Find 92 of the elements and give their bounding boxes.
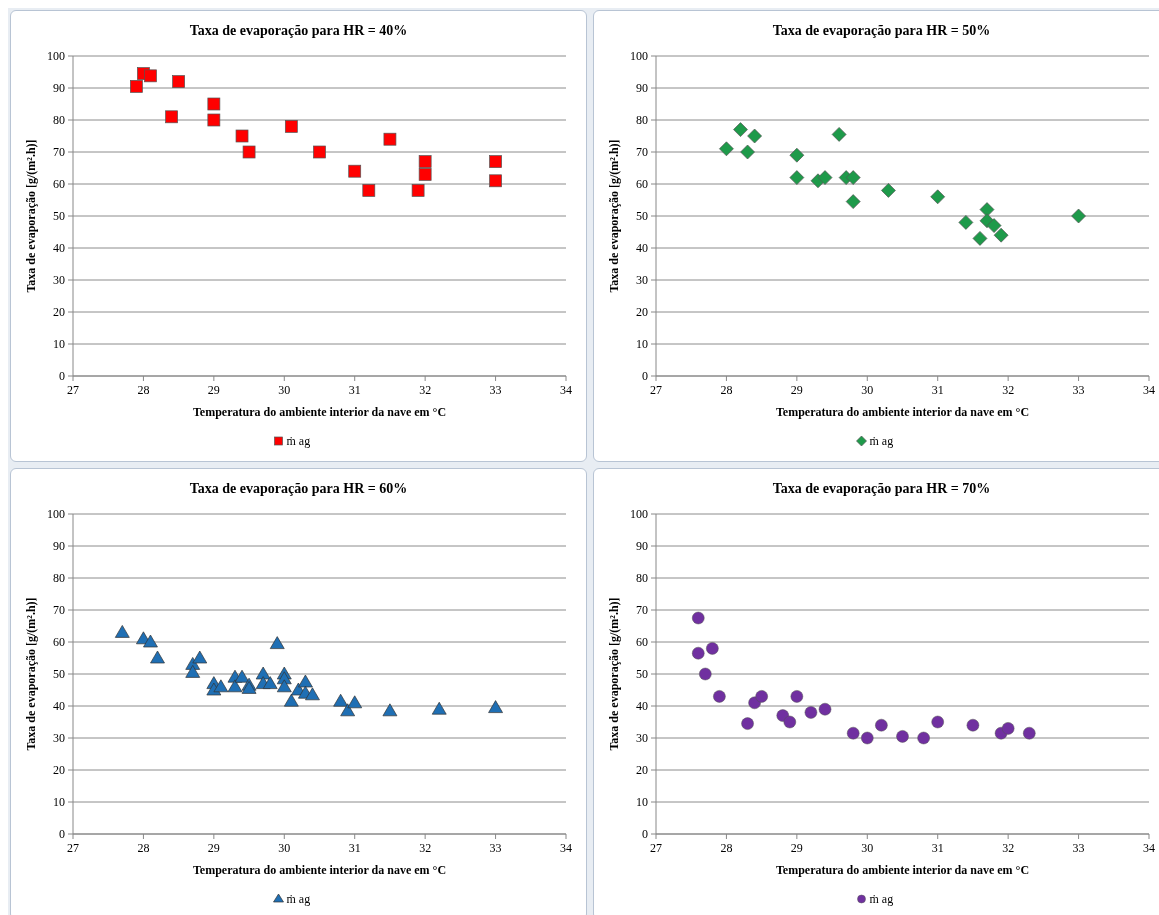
y-tick-label: 60: [636, 177, 648, 192]
y-tick-label: 40: [53, 699, 65, 714]
y-tick-label: 70: [636, 603, 648, 618]
x-tick-label: 28: [720, 841, 733, 855]
x-tick-label: 29: [207, 841, 220, 855]
y-tick-label: 90: [636, 539, 648, 554]
y-tick-label: 0: [642, 827, 648, 842]
y-tick-label: 60: [53, 177, 65, 192]
x-tick-label: 27: [650, 383, 662, 397]
chart-title: Taxa de evaporação para HR = 50%: [772, 23, 991, 38]
legend-label: ṁ ag: [869, 434, 894, 449]
x-tick-label: 34: [560, 383, 572, 397]
x-tick-label: 34: [1143, 383, 1155, 397]
x-tick-label: 27: [650, 841, 662, 855]
y-tick-label: 30: [53, 731, 65, 746]
y-tick-label: 10: [53, 337, 65, 352]
y-tick-label: 20: [53, 305, 65, 320]
legend-label: ṁ ag: [286, 892, 311, 907]
y-tick-label: 30: [636, 731, 648, 746]
y-tick-label: 100: [630, 49, 648, 64]
y-axis-title: Taxa de evaporação [g/(m².h)]: [607, 597, 621, 751]
y-tick-label: 100: [47, 507, 65, 522]
x-tick-label: 28: [720, 383, 733, 397]
x-axis-title: Temperatura do ambiente interior da nave em °C: [775, 405, 1030, 419]
x-tick-label: 31: [348, 841, 361, 855]
x-tick-label: 33: [489, 383, 502, 397]
x-tick-label: 30: [861, 841, 874, 855]
x-tick-label: 34: [560, 841, 572, 855]
y-axis-title: Taxa de evaporação [g/(m².h)]: [607, 139, 621, 293]
chart-title: Taxa de evaporação para HR = 70%: [772, 481, 991, 496]
x-tick-label: 29: [790, 383, 803, 397]
y-tick-label: 80: [636, 571, 648, 586]
y-tick-label: 80: [53, 571, 65, 586]
x-tick-label: 34: [1143, 841, 1155, 855]
y-tick-label: 70: [53, 145, 65, 160]
x-tick-label: 31: [348, 383, 361, 397]
y-tick-label: 50: [636, 209, 648, 224]
x-tick-label: 32: [419, 383, 432, 397]
y-tick-label: 60: [53, 635, 65, 650]
x-tick-label: 30: [861, 383, 874, 397]
y-tick-label: 80: [636, 113, 648, 128]
y-tick-label: 30: [636, 273, 648, 288]
x-tick-label: 29: [790, 841, 803, 855]
y-tick-label: 50: [53, 209, 65, 224]
y-axis-title: Taxa de evaporação [g/(m².h)]: [24, 597, 38, 751]
y-tick-label: 50: [53, 667, 65, 682]
y-tick-label: 80: [53, 113, 65, 128]
x-axis-title: Temperatura do ambiente interior da nave em °C: [775, 863, 1030, 877]
legend-label: ṁ ag: [869, 892, 894, 907]
x-tick-label: 32: [1002, 383, 1015, 397]
y-tick-label: 30: [53, 273, 65, 288]
x-tick-label: 33: [489, 841, 502, 855]
x-tick-label: 27: [67, 841, 79, 855]
x-tick-label: 32: [419, 841, 432, 855]
y-tick-label: 90: [53, 81, 65, 96]
y-tick-label: 90: [53, 539, 65, 554]
y-tick-label: 10: [636, 795, 648, 810]
y-tick-label: 50: [636, 667, 648, 682]
y-tick-label: 40: [53, 241, 65, 256]
y-tick-label: 90: [636, 81, 648, 96]
x-tick-label: 28: [137, 383, 150, 397]
y-tick-label: 100: [47, 49, 65, 64]
x-tick-label: 30: [278, 383, 291, 397]
y-tick-label: 0: [59, 369, 65, 384]
x-axis-title: Temperatura do ambiente interior da nave em °C: [192, 405, 447, 419]
y-tick-label: 10: [53, 795, 65, 810]
x-tick-label: 33: [1072, 383, 1085, 397]
chart-title: Taxa de evaporação para HR = 60%: [189, 481, 408, 496]
y-tick-label: 40: [636, 241, 648, 256]
x-tick-label: 29: [207, 383, 220, 397]
x-tick-label: 33: [1072, 841, 1085, 855]
y-axis-title: Taxa de evaporação [g/(m².h)]: [24, 139, 38, 293]
x-axis-title: Temperatura do ambiente interior da nave em °C: [192, 863, 447, 877]
y-tick-label: 60: [636, 635, 648, 650]
y-tick-label: 0: [59, 827, 65, 842]
x-tick-label: 30: [278, 841, 291, 855]
legend-label: ṁ ag: [286, 434, 311, 449]
y-tick-label: 70: [53, 603, 65, 618]
x-tick-label: 31: [931, 841, 944, 855]
y-tick-label: 20: [53, 763, 65, 778]
y-tick-label: 40: [636, 699, 648, 714]
y-tick-label: 100: [630, 507, 648, 522]
x-tick-label: 31: [931, 383, 944, 397]
y-tick-label: 20: [636, 305, 648, 320]
y-tick-label: 70: [636, 145, 648, 160]
chart-title: Taxa de evaporação para HR = 40%: [189, 23, 408, 38]
y-tick-label: 20: [636, 763, 648, 778]
x-tick-label: 27: [67, 383, 79, 397]
x-tick-label: 32: [1002, 841, 1015, 855]
y-tick-label: 10: [636, 337, 648, 352]
y-tick-label: 0: [642, 369, 648, 384]
x-tick-label: 28: [137, 841, 150, 855]
